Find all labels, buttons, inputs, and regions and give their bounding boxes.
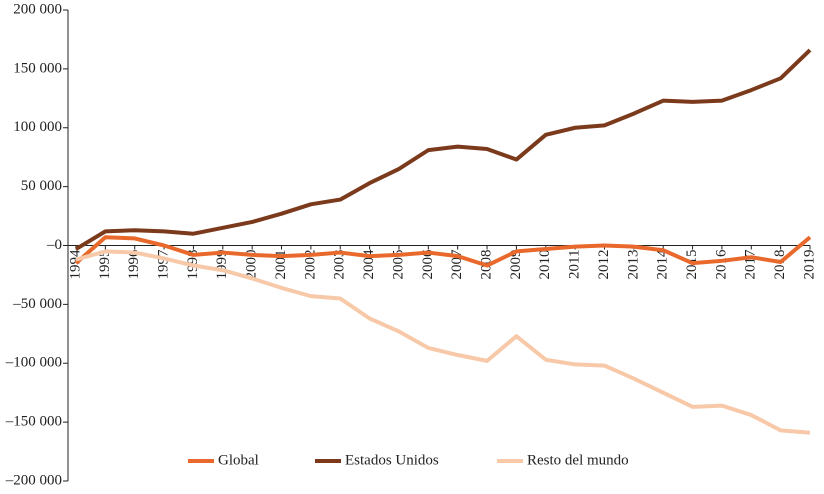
line xyxy=(74,48,812,251)
y-tick-label: 200 000 xyxy=(13,1,62,17)
x-tick-label: 2006 xyxy=(420,249,436,280)
x-tick-label: 2009 xyxy=(508,250,524,280)
y-tick-label: –150 000 xyxy=(5,414,62,430)
y-tick-label: –50 000 xyxy=(12,296,62,312)
x-tick-label: 1997 xyxy=(156,249,172,280)
x-tick-label: 2010 xyxy=(537,250,553,280)
y-tick-label: 150 000 xyxy=(13,60,62,76)
x-tick-label: 1994 xyxy=(67,249,83,280)
y-tick-label: –200 000 xyxy=(5,472,62,488)
x-tick-label: 2011 xyxy=(567,250,583,279)
x-tick-label: 2016 xyxy=(713,249,729,280)
x-tick-label: 2003 xyxy=(332,250,348,280)
x-tick-label: 2017 xyxy=(743,249,759,280)
x-tick-label: 1996 xyxy=(126,249,142,280)
line xyxy=(74,235,812,268)
y-tick-label: –0 xyxy=(46,237,62,253)
x-tick-label: 2014 xyxy=(655,249,671,280)
line xyxy=(75,249,811,435)
legend-label: Global xyxy=(218,452,259,468)
x-tick-label: 1995 xyxy=(97,250,113,280)
y-tick-label: –100 000 xyxy=(5,355,62,371)
x-tick-label: 2013 xyxy=(625,250,641,280)
legend-label: Estados Unidos xyxy=(345,452,439,468)
x-tick-label: 2018 xyxy=(772,250,788,280)
legend-label: Resto del mundo xyxy=(527,452,629,468)
y-tick-label: 100 000 xyxy=(13,119,62,135)
y-tick-label: 50 000 xyxy=(21,178,62,194)
x-tick-label: 2012 xyxy=(596,250,612,280)
x-tick-label: 2019 xyxy=(801,250,817,280)
